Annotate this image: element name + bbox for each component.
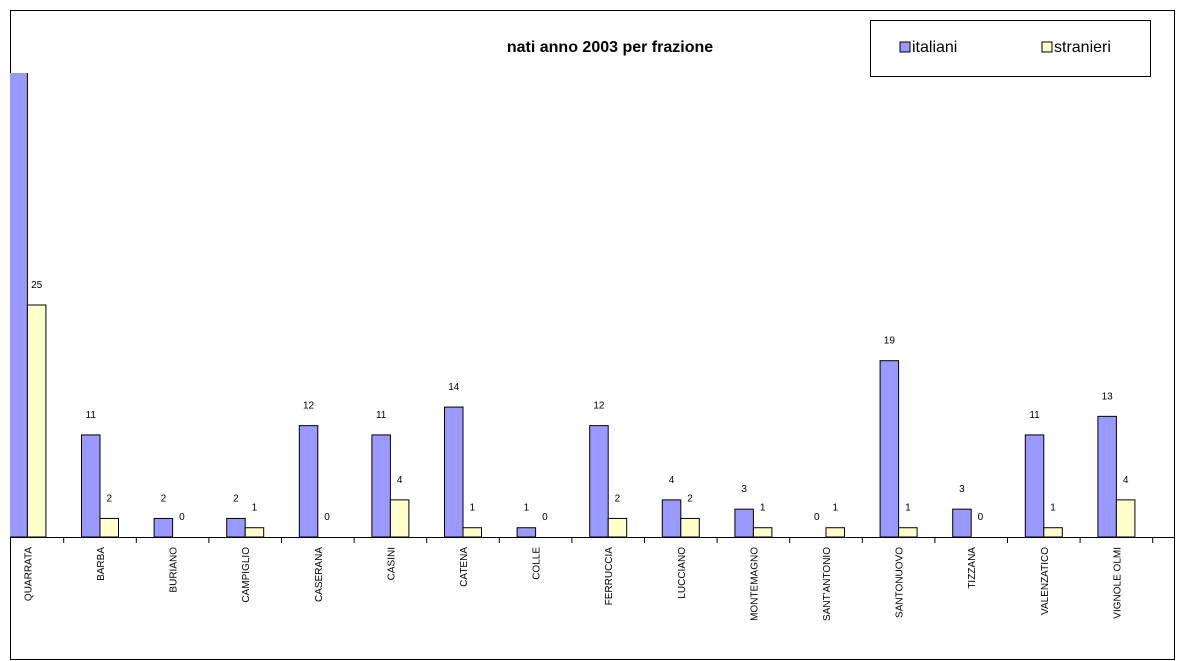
- chart-title: nati anno 2003 per frazione: [507, 39, 713, 56]
- data-label: 11: [86, 410, 97, 421]
- data-label: 14: [448, 382, 460, 393]
- x-tick-label: FERRUCCIA: [604, 547, 615, 606]
- data-label: 2: [687, 493, 693, 504]
- x-tick-label: QUARRATA: [23, 547, 34, 601]
- data-label: 0: [542, 512, 548, 523]
- chart-frame: [10, 10, 1175, 660]
- data-label: 0: [179, 512, 185, 523]
- x-tick-label: VIGNOLE OLMI: [1112, 547, 1123, 619]
- data-label: 1: [252, 503, 258, 514]
- x-tick-label: CAMPIGLIO: [241, 547, 252, 603]
- data-label: 2: [106, 493, 112, 504]
- data-label: 2: [233, 493, 239, 504]
- bar: [226, 517, 246, 538]
- data-label: 4: [397, 475, 403, 486]
- legend-label: stranieri: [1054, 39, 1111, 56]
- x-tick-label: SANTONUOVO: [895, 547, 906, 618]
- bar: [607, 517, 628, 538]
- data-label: 25: [31, 280, 43, 291]
- data-label: 1: [832, 503, 838, 514]
- bar: [26, 304, 47, 538]
- x-tick-label: MONTEMAGNO: [749, 547, 760, 621]
- data-label: 2: [161, 493, 167, 504]
- data-label: 4: [1123, 475, 1129, 486]
- x-tick-label: CASERANA: [314, 547, 325, 602]
- bar: [825, 527, 845, 538]
- data-label: 0: [814, 512, 820, 523]
- x-tick-label: TIZZANA: [967, 547, 978, 589]
- bar: [1024, 434, 1045, 538]
- data-label: 3: [741, 484, 747, 495]
- data-label: 1: [524, 503, 530, 514]
- x-tick-label: SANT'ANTONIO: [822, 547, 833, 621]
- data-label: 1: [760, 503, 766, 514]
- bar: [589, 425, 609, 538]
- bar: [734, 508, 754, 538]
- bar: [81, 434, 101, 538]
- data-label: 1: [1050, 503, 1056, 514]
- bar: [371, 434, 391, 538]
- x-tick-label: CASINI: [386, 547, 397, 580]
- bar: [952, 508, 972, 538]
- bar: [389, 499, 410, 538]
- data-label: 3: [959, 484, 965, 495]
- x-tick-label: BURIANO: [169, 547, 180, 593]
- bar: [680, 517, 700, 538]
- x-tick-label: LUCCIANO: [677, 547, 688, 599]
- x-tick-label: COLLE: [532, 547, 543, 580]
- bar: [298, 425, 319, 538]
- bar: [153, 517, 174, 538]
- x-tick-label: BARBA: [96, 547, 107, 581]
- legend-label: italiani: [912, 39, 957, 56]
- legend-swatch: [1041, 41, 1053, 53]
- bar: [1043, 527, 1063, 538]
- bar: [661, 499, 682, 538]
- data-label: 12: [593, 401, 605, 412]
- bar: [879, 360, 900, 538]
- data-label: 19: [884, 336, 896, 347]
- bar: [516, 527, 537, 538]
- bar: [244, 527, 265, 538]
- data-label: 1: [905, 503, 911, 514]
- bar: [99, 517, 119, 538]
- data-label: 0: [978, 512, 984, 523]
- data-label: 4: [669, 475, 675, 486]
- data-label: 13: [1102, 391, 1114, 402]
- data-label: 2: [615, 493, 621, 504]
- data-label: 1: [469, 503, 475, 514]
- bar: [1097, 415, 1117, 538]
- data-label: 0: [324, 512, 330, 523]
- legend-swatch: [899, 41, 911, 53]
- bar: [898, 527, 918, 538]
- bar: [1115, 499, 1136, 538]
- data-label: 11: [1029, 410, 1040, 421]
- bar: [444, 406, 464, 538]
- bar: [10, 73, 28, 538]
- legend-box: [870, 20, 1151, 77]
- bar: [752, 527, 773, 538]
- x-tick-label: VALENZATICO: [1040, 547, 1051, 615]
- data-label: 12: [303, 401, 315, 412]
- bar: [462, 527, 482, 538]
- x-tick-label: CATENA: [459, 547, 470, 587]
- data-label: 11: [376, 410, 387, 421]
